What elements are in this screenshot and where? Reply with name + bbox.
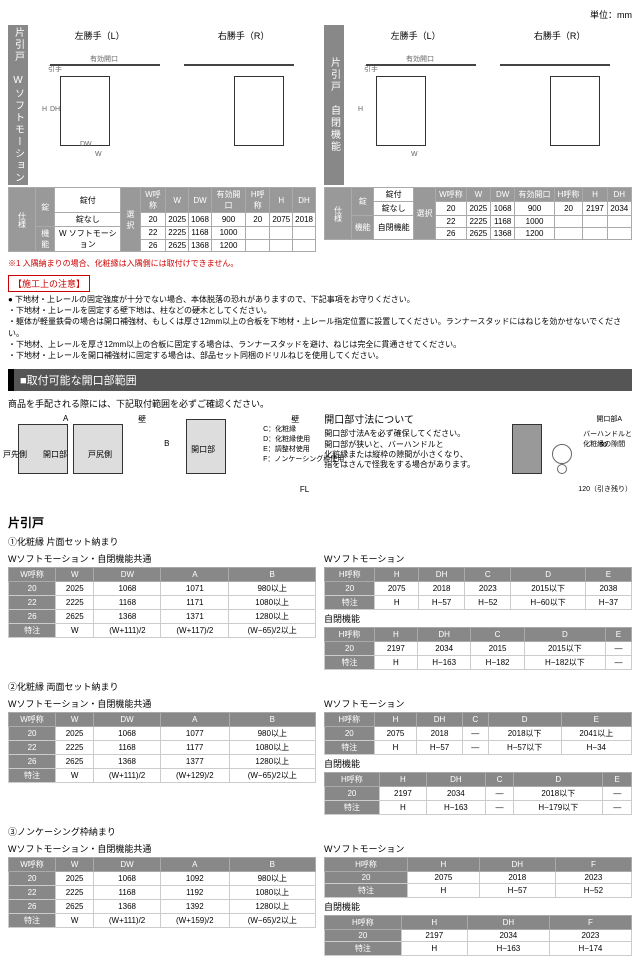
product-1: 片引戸 Wソフトモーション 左勝手（L） 右勝手（R） 有効開口 引手 W DW… — [8, 25, 316, 252]
section-sub-title: ①化粧縁 片面セット納まり — [8, 535, 632, 548]
data-table: H呼称HDHCDE202075201820232015以下2038特注HH−57… — [324, 567, 632, 610]
section-subtitle: Wソフトモーション・自閉機能共通 — [8, 697, 316, 710]
opening-diagrams: A 壁 戸先側 開口部 戸尻側 壁 B 開口部 FL C：化粧縁 D：化粧縁使用… — [8, 414, 632, 504]
opening-label: 有効開口 — [90, 54, 118, 64]
section-sub-title: ③ノンケーシング枠納まり — [8, 825, 632, 838]
data-table: H呼称HDHF20219720342023特注HH−163H−174 — [324, 915, 632, 956]
right-hand-2: 右勝手（R） — [534, 29, 586, 42]
left-hand-1: 左勝手（L） — [75, 29, 125, 42]
right-hand-1: 右勝手（R） — [218, 29, 270, 42]
top-diagrams: 片引戸 Wソフトモーション 左勝手（L） 右勝手（R） 有効開口 引手 W DW… — [8, 25, 632, 252]
unit-label: 単位：mm — [8, 8, 632, 21]
product-2-name: 片引戸 自閉機能 — [324, 25, 344, 185]
product-1-name: 片引戸 Wソフトモーション — [8, 25, 28, 185]
right-table-title: 自閉機能 — [324, 612, 632, 625]
section-sub-title: ②化粧縁 両面セット納まり — [8, 680, 632, 693]
data-table: H呼称HDHCDE202197203420152015以下—特注HH−163H−… — [324, 627, 632, 670]
right-table-title: Wソフトモーション — [324, 697, 632, 710]
caution-title: 【施工上の注意】 — [8, 275, 90, 292]
spec-table-1: 仕様錠錠付選択W呼称WDW有効開口H呼称HDH 錠なし2020251068900… — [8, 187, 316, 252]
product-2: 片引戸 自閉機能 左勝手（L） 右勝手（R） 有効開口 引手 W H — [324, 25, 632, 252]
data-table: H呼称HDHF20207520182023特注HH−57H−52 — [324, 857, 632, 898]
data-table: W呼称WDWAB20202510681077980以上2222251168117… — [8, 712, 316, 783]
red-note: ※1 入隅納まりの場合、化粧縁は入隅側には取付けできません。 — [8, 258, 632, 269]
right-table-title: Wソフトモーション — [324, 552, 632, 565]
right-table-title: 自閉機能 — [324, 757, 632, 770]
opening-info-text: 開口部寸法Aを必ず確保してください。 開口部が狭いと、バーハンドルと 化粧縁また… — [324, 429, 502, 471]
spec-table-2: 仕様錠錠付選択W呼称WDW有効開口H呼称HDH 錠なし2020251068900… — [324, 187, 632, 240]
caution-bullets: ● 下地材・上レールの固定強度が十分でない場合、本体脱落の恐れがありますので、下… — [8, 294, 632, 361]
section-subtitle: Wソフトモーション・自閉機能共通 — [8, 552, 316, 565]
left-hand-2: 左勝手（L） — [391, 29, 441, 42]
data-table: W呼称WDWAB20202510681071980以上2222251168117… — [8, 567, 316, 638]
right-table-title: 自閉機能 — [324, 900, 632, 913]
instruction: 商品を手配される際には、下記取付範囲を必ずご確認ください。 — [8, 397, 632, 410]
section-title: ■取付可能な開口部範囲 — [8, 369, 632, 391]
data-table: W呼称WDWAB20202510681092980以上2222251168119… — [8, 857, 316, 928]
handle-diagram: 開口部A バーハンドルと 化粧縁の隙間 50 120（引き残り） — [512, 414, 632, 494]
data-table: H呼称HDHCDE2021972034—2018以下—特注HH−163—H−17… — [324, 772, 632, 815]
group-title: 片引戸 — [8, 514, 632, 531]
section-subtitle: Wソフトモーション・自閉機能共通 — [8, 842, 316, 855]
data-table: H呼称HDHCDE2020752018—2018以下2041以上特注HH−57—… — [324, 712, 632, 755]
opening-info-title: 開口部寸法について — [324, 414, 502, 427]
right-table-title: Wソフトモーション — [324, 842, 632, 855]
